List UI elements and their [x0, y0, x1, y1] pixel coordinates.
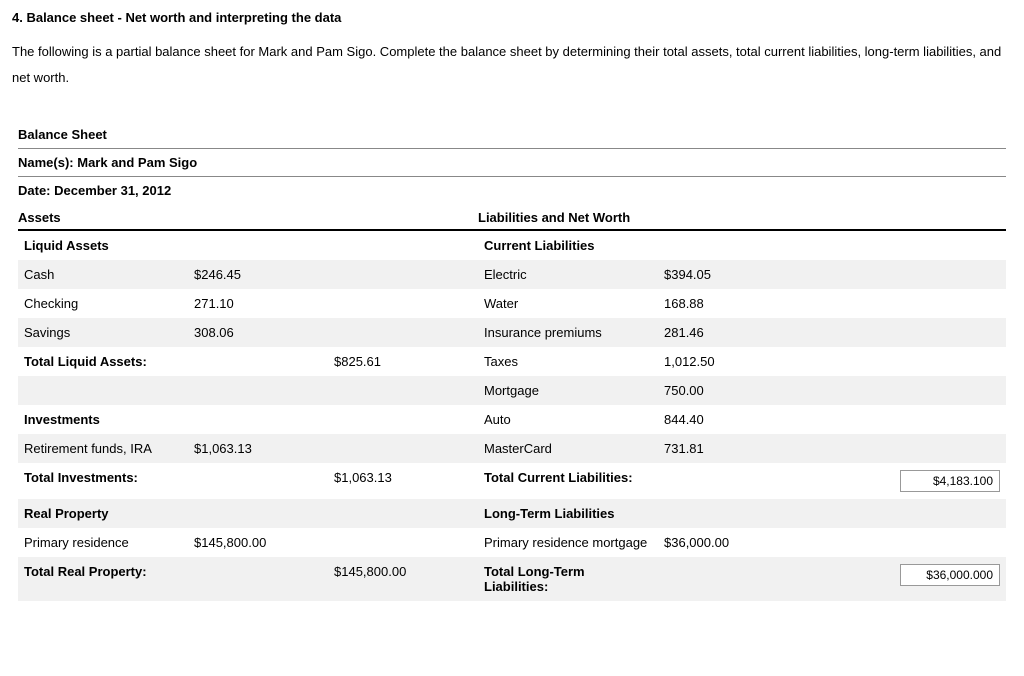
taxes-value: 1,012.50	[658, 347, 798, 376]
retirement-value: $1,063.13	[188, 434, 328, 463]
primary-res-label: Primary residence	[18, 528, 188, 557]
total-real-label: Total Real Property:	[18, 557, 188, 601]
column-headings: Assets Liabilities and Net Worth	[18, 204, 1006, 231]
auto-label: Auto	[478, 405, 658, 434]
liab-heading: Liabilities and Net Worth	[478, 210, 1006, 225]
investments-title: Investments	[18, 405, 188, 434]
insurance-value: 281.46	[658, 318, 798, 347]
total-real-value: $145,800.00	[328, 557, 478, 601]
insurance-label: Insurance premiums	[478, 318, 658, 347]
water-value: 168.88	[658, 289, 798, 318]
mastercard-value: 731.81	[658, 434, 798, 463]
total-liquid-label: Total Liquid Assets:	[18, 347, 188, 376]
total-invest-value: $1,063.13	[328, 463, 478, 499]
cash-label: Cash	[18, 260, 188, 289]
balance-sheet: Balance Sheet Name(s): Mark and Pam Sigo…	[12, 121, 1012, 601]
sheet-names: Name(s): Mark and Pam Sigo	[18, 149, 1006, 177]
retirement-label: Retirement funds, IRA	[18, 434, 188, 463]
real-property-title: Real Property	[18, 499, 188, 528]
water-label: Water	[478, 289, 658, 318]
question-heading: 4. Balance sheet - Net worth and interpr…	[12, 10, 1012, 25]
longterm-liab-title: Long-Term Liabilities	[478, 499, 658, 528]
primary-res-value: $145,800.00	[188, 528, 328, 557]
cash-value: $246.45	[188, 260, 328, 289]
savings-value: 308.06	[188, 318, 328, 347]
total-invest-label: Total Investments:	[18, 463, 188, 499]
checking-value: 271.10	[188, 289, 328, 318]
savings-label: Savings	[18, 318, 188, 347]
mortgage-label: Mortgage	[478, 376, 658, 405]
current-liab-title: Current Liabilities	[478, 231, 658, 260]
checking-label: Checking	[18, 289, 188, 318]
total-longterm-label: Total Long-Term Liabilities:	[478, 557, 658, 601]
liquid-assets-title: Liquid Assets	[18, 231, 188, 260]
primary-mort-label: Primary residence mortgage	[478, 528, 658, 557]
electric-label: Electric	[478, 260, 658, 289]
taxes-label: Taxes	[478, 347, 658, 376]
total-current-liab-label: Total Current Liabilities:	[478, 463, 658, 499]
total-liquid-value: $825.61	[328, 347, 478, 376]
sheet-title: Balance Sheet	[18, 121, 1006, 149]
sheet-date: Date: December 31, 2012	[18, 177, 1006, 204]
balance-table: Liquid Assets Current Liabilities Cash $…	[18, 231, 1006, 601]
assets-heading: Assets	[18, 210, 478, 225]
auto-value: 844.40	[658, 405, 798, 434]
total-longterm-input[interactable]: $36,000.000	[900, 564, 1000, 586]
primary-mort-value: $36,000.00	[658, 528, 798, 557]
mortgage-value: 750.00	[658, 376, 798, 405]
mastercard-label: MasterCard	[478, 434, 658, 463]
total-current-liab-input[interactable]: $4,183.100	[900, 470, 1000, 492]
electric-value: $394.05	[658, 260, 798, 289]
question-intro: The following is a partial balance sheet…	[12, 39, 1012, 91]
